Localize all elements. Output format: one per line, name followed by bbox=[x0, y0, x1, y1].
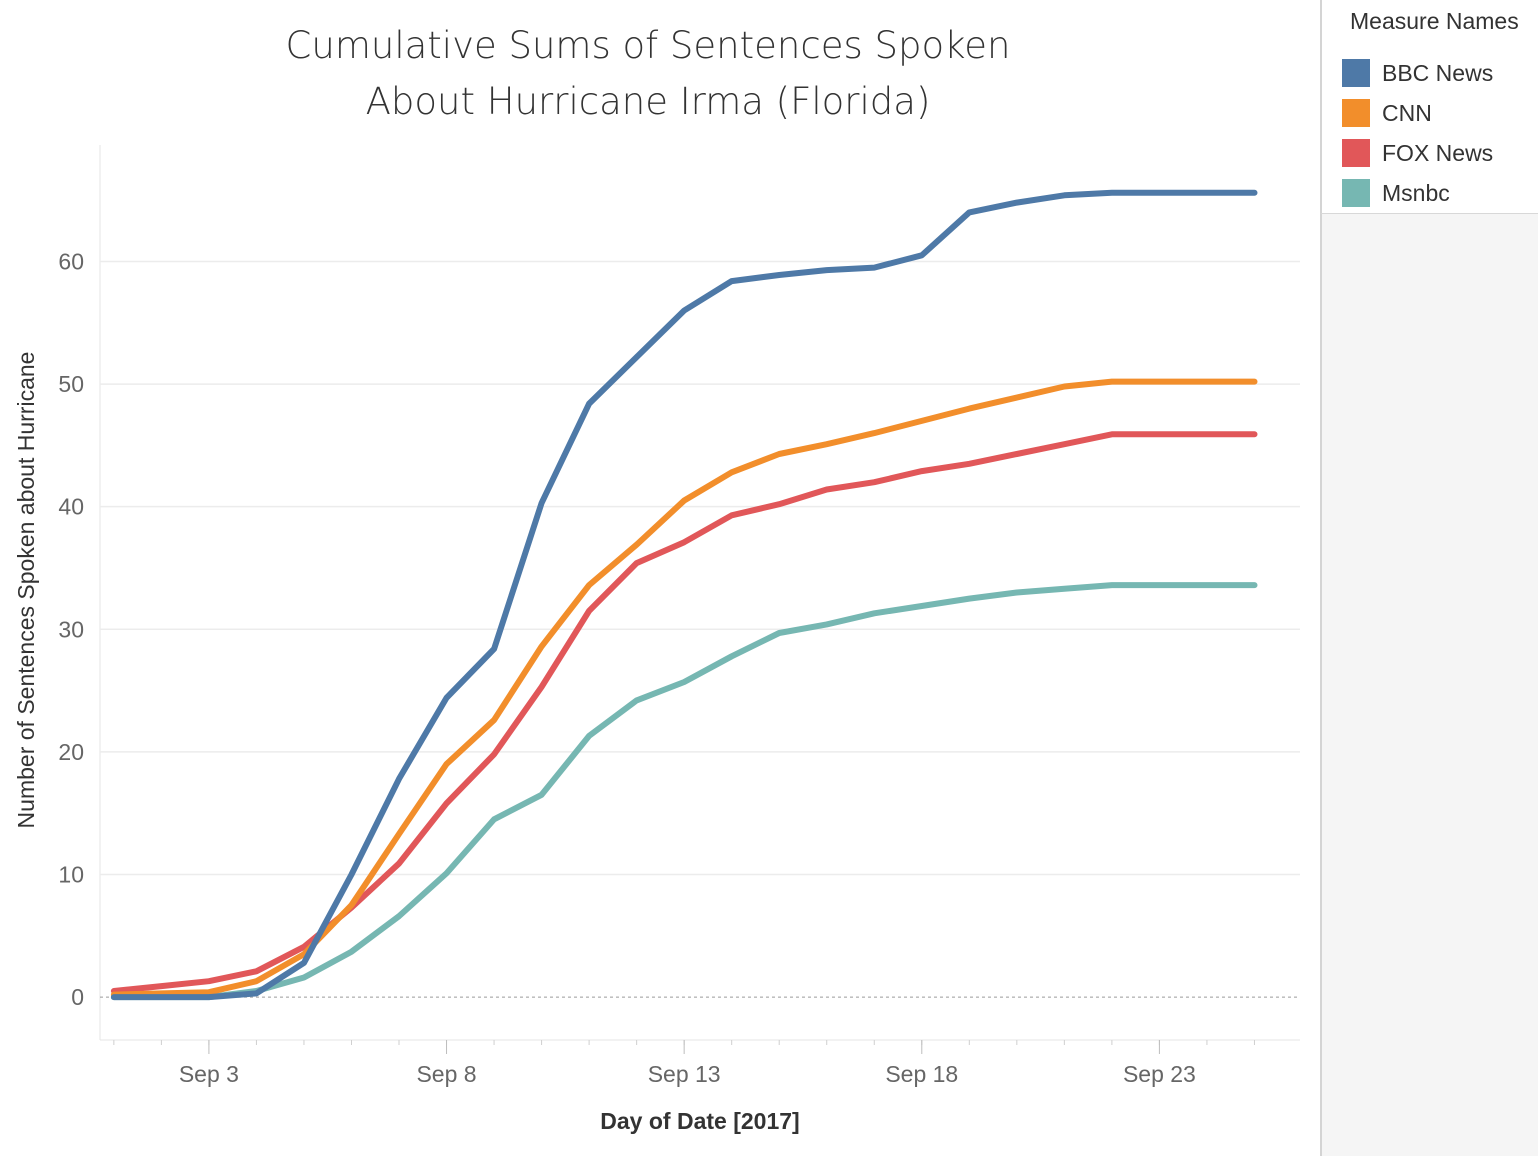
legend-item-cnn[interactable]: CNN bbox=[1342, 98, 1432, 128]
series-line-msnbc bbox=[110, 582, 1258, 1001]
y-tick-label: 30 bbox=[58, 616, 84, 642]
x-tick-label: Sep 3 bbox=[179, 1061, 239, 1087]
y-tick-label: 10 bbox=[58, 861, 84, 887]
legend-swatch bbox=[1342, 59, 1370, 87]
y-tick-label: 20 bbox=[58, 739, 84, 765]
legend-label: CNN bbox=[1382, 99, 1432, 126]
y-axis-ticks: 0 10 20 30 40 50 60 bbox=[58, 248, 84, 1010]
legend-item-bbc-news[interactable]: BBC News bbox=[1342, 58, 1493, 88]
y-tick-label: 50 bbox=[58, 371, 84, 397]
series-line-fox-news bbox=[110, 431, 1258, 994]
chart-title-line-2: About Hurricane Irma (Florida) bbox=[366, 80, 931, 123]
legend-swatch bbox=[1342, 139, 1370, 167]
gridlines bbox=[99, 145, 1300, 1041]
y-axis-title: Number of Sentences Spoken about Hurrica… bbox=[13, 352, 39, 829]
chart-title-line-1: Cumulative Sums of Sentences Spoken bbox=[286, 24, 1011, 67]
legend-title: Measure Names bbox=[1350, 8, 1519, 34]
y-tick-label: 40 bbox=[58, 494, 84, 520]
chart-area: Cumulative Sums of Sentences Spoken Abou… bbox=[13, 24, 1300, 1134]
y-tick-label: 60 bbox=[58, 248, 84, 274]
x-axis-ticks: Sep 3 Sep 8 Sep 13 Sep 18 Sep 23 bbox=[113, 1040, 1255, 1087]
legend-label: FOX News bbox=[1382, 139, 1494, 166]
legend: Measure Names BBC News CNN FOX News Msnb… bbox=[1320, 0, 1538, 214]
x-tick-label: Sep 13 bbox=[648, 1061, 721, 1087]
legend-swatch bbox=[1342, 99, 1370, 127]
legend-label: Msnbc bbox=[1382, 179, 1450, 206]
series-line-cnn bbox=[110, 378, 1258, 998]
series-line-bbc-news bbox=[110, 189, 1258, 1001]
x-tick-label: Sep 8 bbox=[416, 1061, 476, 1087]
legend-swatch bbox=[1342, 179, 1370, 207]
x-axis-title: Day of Date [2017] bbox=[600, 1108, 799, 1134]
series-lines bbox=[110, 189, 1258, 1001]
legend-item-fox-news[interactable]: FOX News bbox=[1342, 138, 1493, 168]
legend-label: BBC News bbox=[1382, 59, 1494, 86]
legend-item-msnbc[interactable]: Msnbc bbox=[1342, 178, 1450, 208]
x-tick-label: Sep 18 bbox=[885, 1061, 958, 1087]
x-tick-label: Sep 23 bbox=[1123, 1061, 1196, 1087]
y-tick-label: 0 bbox=[71, 984, 84, 1010]
